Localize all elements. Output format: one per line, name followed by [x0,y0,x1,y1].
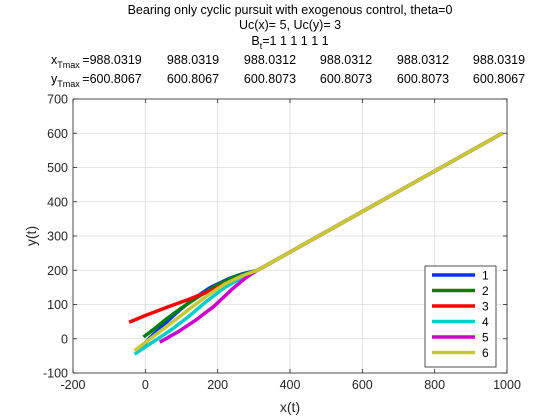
series-line-6 [133,131,504,353]
y-tick-label: 200 [47,264,68,278]
ytmax-label-main: y [51,72,58,86]
bt-label-sub: t [260,41,263,51]
x-tick-label: 400 [280,378,301,392]
y-tick-label: 700 [47,93,68,107]
axis-ticks [72,98,508,374]
x-tick-label: -200 [60,378,85,392]
xtmax-value: 988.0319 [473,53,525,67]
bt-label-rest: =1 1 1 1 1 1 [262,34,328,48]
xtmax-value: 988.0319 [167,53,219,67]
legend-label-3: 3 [482,300,489,314]
ytmax-value: 600.8073 [397,72,449,86]
legend-box [424,265,497,368]
x-tick-label: 800 [424,378,445,392]
ytmax-label-sub: Tmax [57,79,80,89]
y-tick-label: 300 [47,230,68,244]
ytmax-value: 600.8073 [320,72,372,86]
ytmax-value: 600.8067 [167,72,219,86]
chart-subtitle: Uc(x)= 5, Uc(y)= 3 [239,18,341,32]
legend-label-2: 2 [482,284,489,298]
axis-tick-labels: -200 0 200 400 600 800 1000 -100 0 100 200 300 400 50… [43,93,521,393]
y-tick-label: -100 [43,367,68,381]
xtmax-value: 988.0312 [244,53,296,67]
legend-label-6: 6 [482,346,489,360]
ytmax-value: 600.8067 [473,72,525,86]
xtmax-value: 988.0312 [397,53,449,67]
y-tick-label: 500 [47,161,68,175]
ytmax-values: =600.8067 600.8067 600.8073 600.8073 600.807… [82,72,525,86]
y-axis-label: y(t) [23,226,39,246]
x-axis-label: x(t) [280,399,300,415]
x-tick-label: 0 [142,378,149,392]
xtmax-value: =988.0319 [82,53,141,67]
ytmax-value: =600.8067 [82,72,141,86]
xtmax-label-sub: Tmax [57,60,80,70]
legend-label-5: 5 [482,331,489,345]
y-tick-label: 400 [47,195,68,209]
bt-label-main: B [251,34,259,48]
xtmax-label: xTmax [51,53,80,70]
x-tick-label: 1000 [493,378,521,392]
x-tick-label: 600 [352,378,373,392]
y-tick-label: 100 [47,298,68,312]
ytmax-value: 600.8073 [244,72,296,86]
series-lines [128,131,504,356]
legend: 12 34 56 [424,265,497,368]
legend-label-4: 4 [482,315,489,329]
y-tick-label: 600 [47,127,68,141]
ytmax-label: yTmax [51,72,80,89]
legend-label-1: 1 [482,269,489,283]
xtmax-label-main: x [51,53,58,67]
y-tick-label: 0 [61,332,68,346]
xtmax-value: 988.0312 [320,53,372,67]
bt-label: Bt=1 1 1 1 1 1 [251,34,328,51]
chart-title: Bearing only cyclic pursuit with exogeno… [128,3,453,17]
x-tick-label: 200 [207,378,228,392]
xtmax-values: =988.0319 988.0319 988.0312 988.0312 988.031… [82,53,525,67]
